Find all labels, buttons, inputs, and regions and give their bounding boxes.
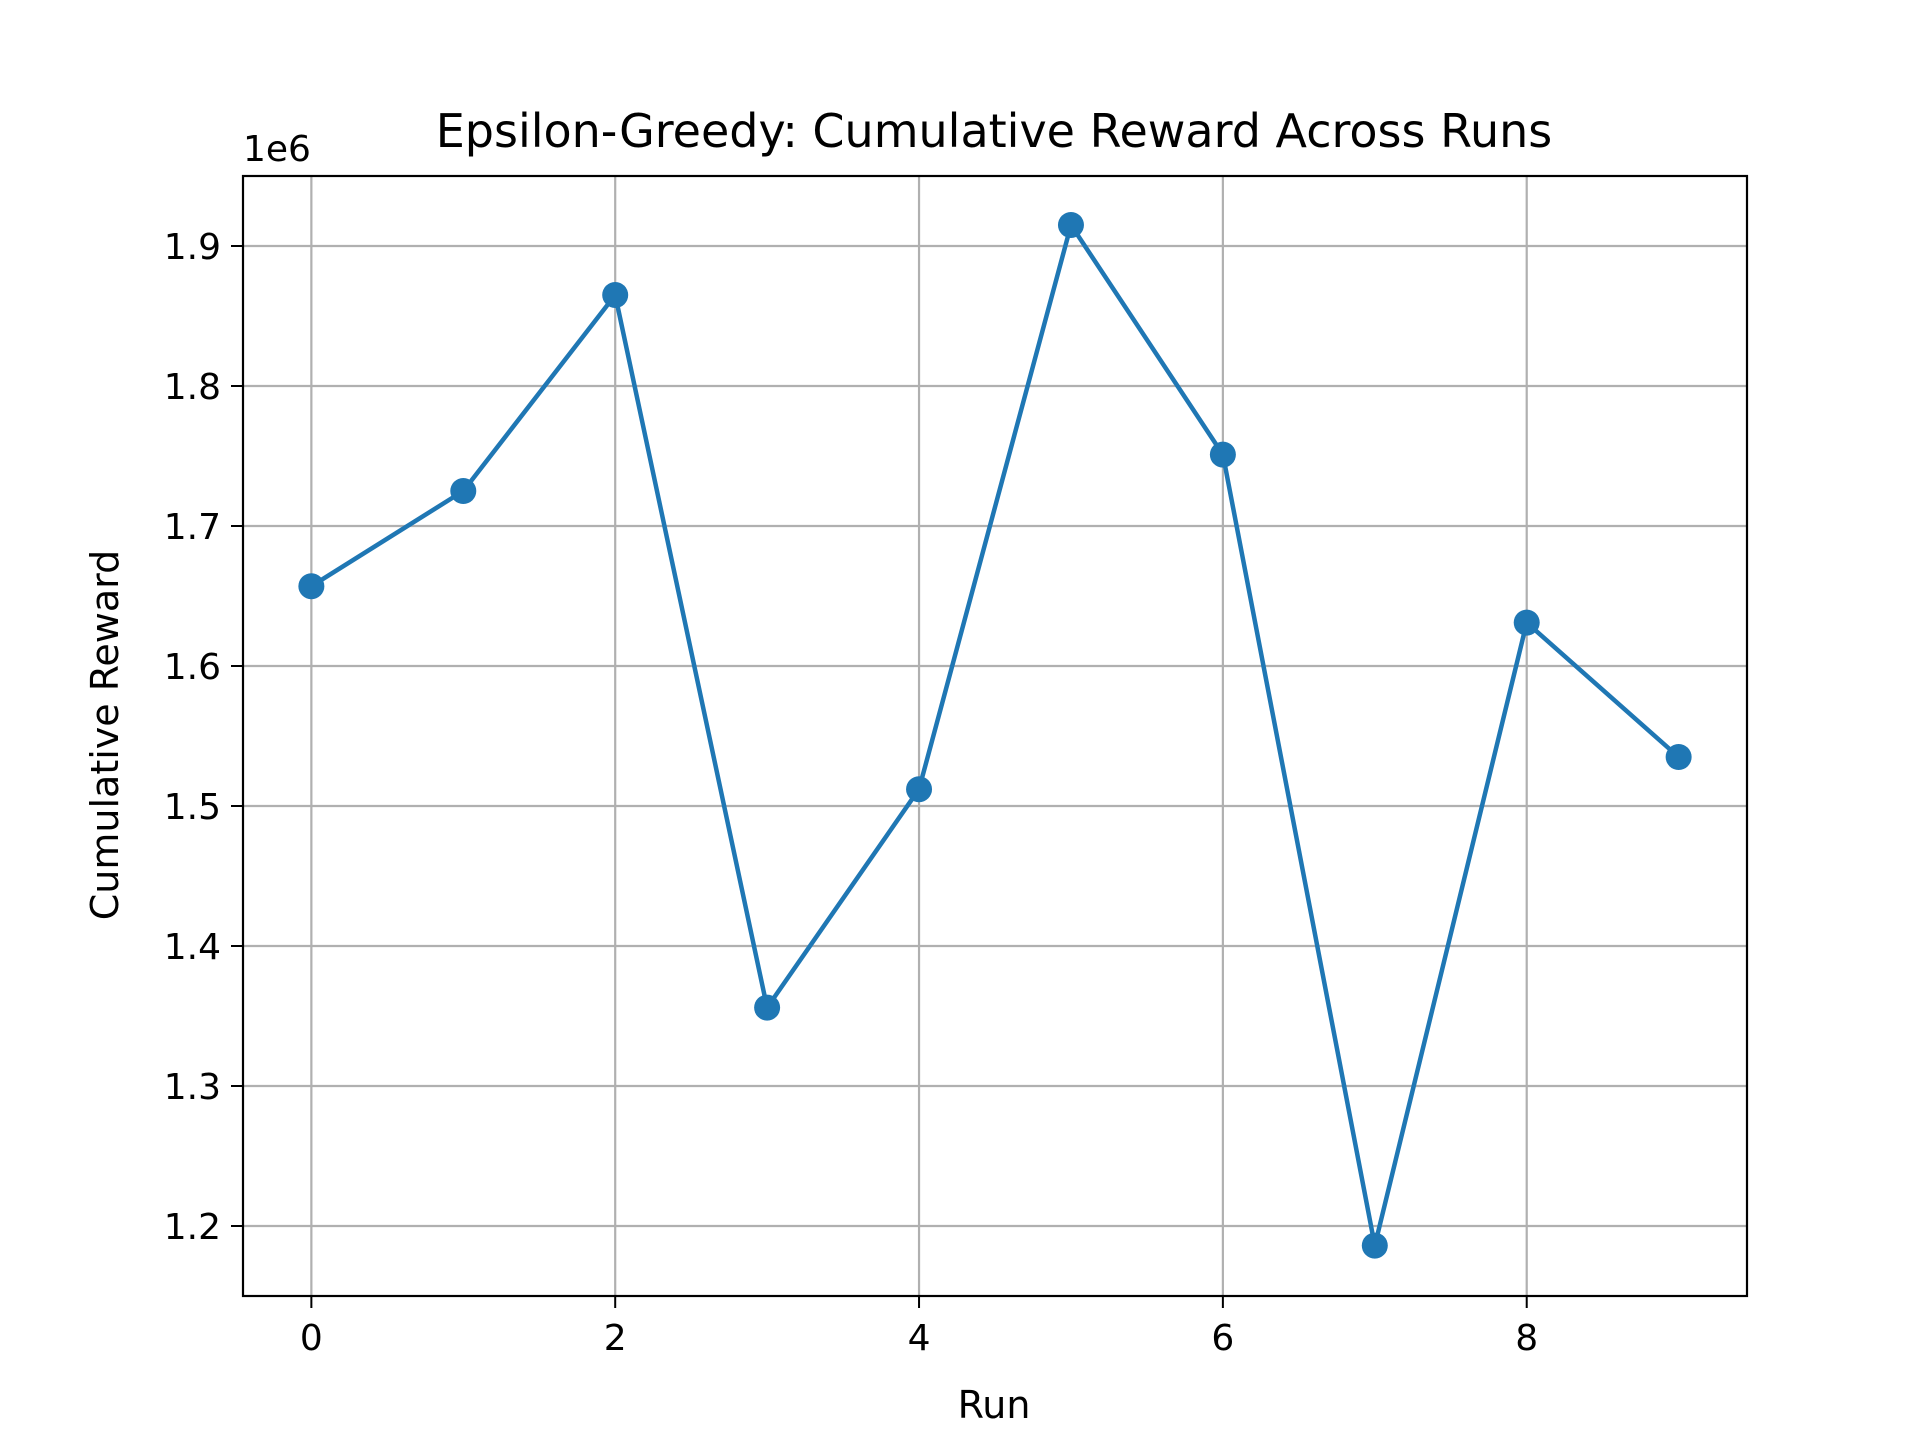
data-point [450, 478, 476, 504]
y-axis-offset-label: 1e6 [243, 129, 311, 170]
data-point [1514, 610, 1540, 636]
y-tick-label: 1.8 [164, 367, 221, 408]
data-point [1058, 212, 1084, 238]
data-point [602, 282, 628, 308]
y-tick-label: 1.5 [164, 787, 221, 828]
y-tick-label: 1.7 [164, 507, 221, 548]
x-tick-label: 8 [1515, 1318, 1538, 1359]
data-point [754, 995, 780, 1021]
y-axis-label: Cumulative Reward [83, 550, 127, 920]
data-point [298, 573, 324, 599]
y-tick-label: 1.9 [164, 227, 221, 268]
x-tick-label: 2 [604, 1318, 627, 1359]
y-tick-label: 1.6 [164, 647, 221, 688]
data-point [1666, 744, 1692, 770]
y-tick-label: 1.4 [164, 927, 221, 968]
x-axis-label: Run [958, 1383, 1031, 1427]
x-tick-label: 0 [300, 1318, 323, 1359]
x-tick-label: 6 [1211, 1318, 1234, 1359]
x-tick-label: 4 [908, 1318, 931, 1359]
chart-title: Epsilon-Greedy: Cumulative Reward Across… [436, 104, 1553, 158]
data-point [906, 776, 932, 802]
data-point [1362, 1233, 1388, 1259]
y-tick-label: 1.3 [164, 1067, 221, 1108]
y-tick-label: 1.2 [164, 1207, 221, 1248]
data-point [1210, 442, 1236, 468]
